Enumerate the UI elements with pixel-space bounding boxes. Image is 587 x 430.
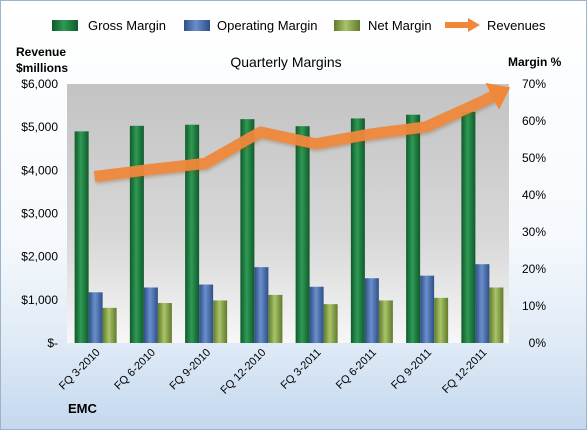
net-margin-bar: [489, 287, 504, 343]
legend-revenues-arrow: [468, 18, 480, 32]
category-label: FQ 6-2010: [112, 347, 158, 393]
left-tick-label: $6,000: [21, 77, 58, 91]
operating-margin-bar: [88, 292, 103, 343]
right-tick-label: 40%: [522, 188, 546, 202]
left-tick-label: $2,000: [21, 250, 58, 264]
right-tick-label: 30%: [522, 225, 546, 239]
left-tick-label: $4,000: [21, 163, 58, 177]
gross-margin-bar: [240, 119, 255, 344]
right-tick-label: 70%: [522, 77, 546, 91]
left-axis-title-line2: $millions: [16, 61, 68, 75]
left-tick-label: $3,000: [21, 207, 58, 221]
net-margin-bar: [268, 294, 283, 343]
bars: [74, 111, 504, 344]
net-margin-bar: [213, 300, 228, 343]
operating-margin-bar: [199, 284, 214, 343]
net-margin-bar: [323, 304, 338, 343]
right-tick-label: 20%: [522, 262, 546, 276]
gross-margin-bar: [74, 131, 89, 343]
gross-margin-bar: [461, 111, 476, 343]
left-tick-label: $-: [47, 336, 58, 350]
category-label: FQ 3-2011: [279, 347, 324, 392]
net-margin-bar: [102, 307, 117, 343]
operating-margin-bar: [254, 267, 269, 343]
legend-net-margin-swatch: [334, 20, 360, 31]
category-label: FQ 3-2010: [57, 347, 103, 393]
footer-label: EMC: [68, 401, 98, 416]
right-axis-ticks: 0% 10% 20% 30% 40% 50% 60% 70%: [522, 77, 546, 350]
revenue-arrow-head: [485, 83, 511, 110]
right-axis-title: Margin %: [508, 55, 562, 69]
legend-revenues-label: Revenues: [487, 18, 546, 33]
left-axis-ticks: $- $1,000 $2,000 $3,000 $4,000 $5,000 $6,000: [21, 77, 58, 350]
left-tick-label: $1,000: [21, 293, 58, 307]
legend-operating-margin-label: Operating Margin: [217, 18, 317, 33]
gross-margin-bar: [185, 124, 200, 343]
legend-operating-margin-swatch: [184, 20, 210, 31]
net-margin-bar: [157, 303, 172, 343]
net-margin-bar: [378, 300, 393, 343]
revenue-line: [93, 83, 511, 182]
legend: Gross Margin Operating Margin Net Margin Re…: [52, 18, 546, 33]
operating-margin-bar: [475, 264, 490, 343]
operating-margin-bar: [420, 275, 435, 343]
right-tick-label: 60%: [522, 114, 546, 128]
net-margin-bar: [434, 297, 449, 343]
right-tick-label: 50%: [522, 151, 546, 165]
category-label: FQ 12-2010: [219, 347, 269, 397]
gross-margin-bar: [406, 114, 421, 344]
category-labels: FQ 3-2010 FQ 6-2010 FQ 9-2010 FQ 12-2010 FQ …: [57, 347, 489, 397]
right-tick-label: 10%: [522, 299, 546, 313]
left-tick-label: $5,000: [21, 120, 58, 134]
legend-gross-margin-swatch: [52, 20, 78, 31]
operating-margin-bar: [309, 286, 324, 343]
category-label: FQ 9-2010: [168, 347, 214, 393]
operating-margin-bar: [364, 278, 379, 343]
chart-title: Quarterly Margins: [230, 54, 341, 70]
gross-margin-bar: [350, 118, 365, 343]
legend-gross-margin-label: Gross Margin: [88, 18, 166, 33]
gross-margin-bar: [295, 126, 310, 344]
right-tick-label: 0%: [529, 336, 547, 350]
category-label: FQ 12-2011: [440, 347, 489, 396]
category-label: FQ 6-2011: [334, 347, 379, 392]
left-axis-title-line1: Revenue: [16, 45, 66, 59]
category-label: FQ 9-2011: [389, 347, 434, 392]
gross-margin-bar: [129, 125, 144, 343]
operating-margin-bar: [143, 287, 158, 343]
legend-net-margin-label: Net Margin: [368, 18, 432, 33]
